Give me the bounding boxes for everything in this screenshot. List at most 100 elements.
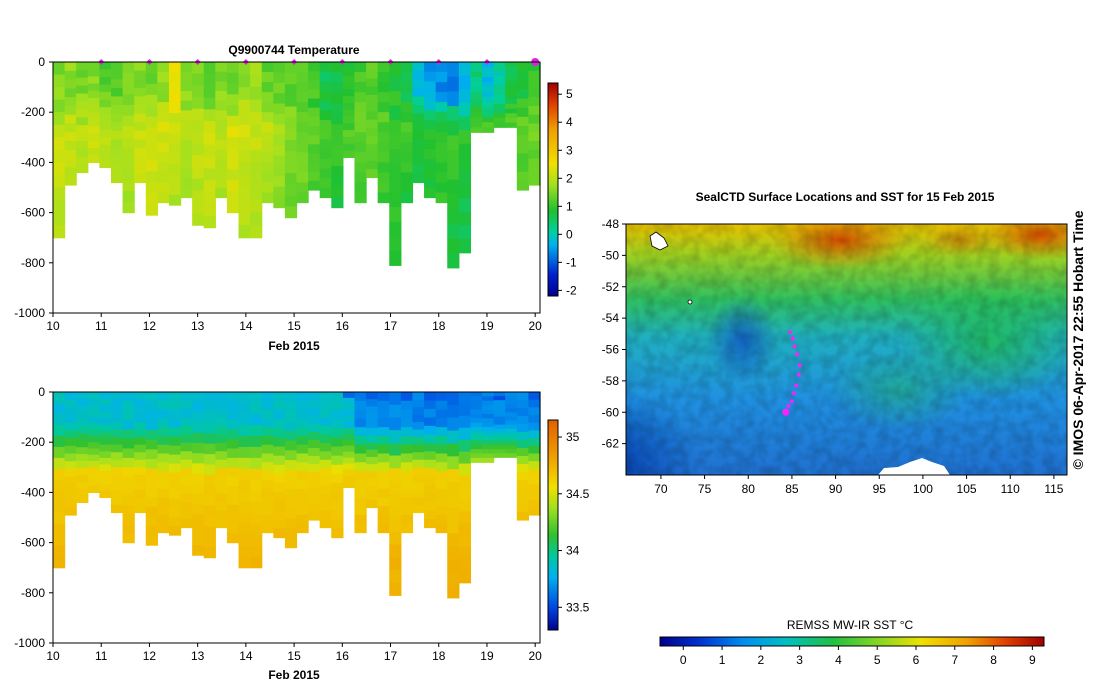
temperature-cell: [493, 85, 506, 91]
salinity-cell: [389, 506, 402, 520]
temperature-cell: [389, 163, 402, 179]
temperature-cell: [412, 165, 425, 175]
salinity-cell: [284, 411, 298, 422]
temperature-cell: [134, 62, 147, 72]
salinity-cell: [250, 545, 263, 558]
salinity-cell: [261, 497, 274, 507]
temperature-cell: [400, 92, 414, 103]
salinity-cell: [284, 469, 298, 481]
temperature-cell: [493, 89, 506, 96]
temperature-cell: [261, 132, 274, 143]
salinity-cell: [424, 459, 437, 469]
salinity-cell: [203, 443, 216, 455]
salinity-cell: [134, 392, 147, 401]
temperature-cell: [203, 215, 216, 229]
salinity-cell: [458, 499, 472, 512]
temperature-cell: [192, 108, 205, 121]
temperature-cell: [493, 94, 506, 100]
salinity-cell: [308, 432, 321, 441]
temperature-cell: [215, 168, 228, 179]
salinity-cell: [331, 492, 344, 502]
sst-colorbar-title: REMSS MW-IR SST °C: [787, 618, 914, 632]
salinity-cell: [203, 505, 216, 517]
salinity-cell: [447, 559, 460, 573]
temperature-cell: [53, 112, 66, 126]
temperature-cell: [203, 156, 216, 170]
temperature-cell: [87, 126, 100, 135]
temperature-cell: [134, 122, 147, 132]
temperature-cell: [493, 103, 506, 110]
temperature-cell: [366, 144, 379, 154]
salinity-cell: [99, 424, 112, 433]
temperature-cell: [134, 130, 147, 141]
salinity-cell: [134, 497, 147, 506]
lat-tick-label: -62: [602, 437, 620, 451]
salinity-cell: [203, 474, 216, 486]
temperature-cell: [319, 187, 332, 199]
salinity-cell: [157, 488, 170, 499]
temperature-cell: [238, 149, 251, 163]
temperature-cell: [226, 137, 240, 149]
salinity-cell: [168, 499, 182, 509]
salinity-cell: [493, 428, 506, 434]
salinity-cell: [99, 477, 112, 485]
temperature-cell: [412, 105, 425, 115]
temperature-cell: [145, 171, 158, 183]
temperature-cell: [400, 62, 414, 73]
salinity-cell: [470, 427, 483, 433]
salinity-cell: [145, 449, 158, 460]
salinity-cell: [99, 484, 112, 492]
temperature-cell: [238, 99, 251, 113]
salinity-cell: [528, 453, 541, 462]
temperature-cell: [458, 184, 472, 199]
temperature-cell: [134, 173, 147, 184]
lon-tick-label: 95: [873, 482, 887, 496]
temperature-cell: [192, 143, 205, 156]
salinity-cell: [134, 452, 147, 461]
salinity-cell: [134, 482, 147, 491]
salinity-cell: [458, 546, 472, 560]
salinity-cell: [331, 410, 344, 420]
temperature-cell: [64, 97, 77, 107]
temperature-cell: [64, 79, 77, 89]
salinity-cell: [528, 430, 541, 439]
salinity-cell: [435, 392, 448, 402]
temperature-cell: [342, 68, 356, 77]
temperature-cell: [296, 112, 309, 123]
salinity-cell: [493, 424, 506, 430]
salinity-cell: [215, 519, 228, 529]
temperature-cell: [424, 71, 437, 82]
temperature-cell: [284, 106, 298, 119]
temperature-cell: [389, 221, 402, 237]
temperature-cell: [180, 139, 193, 150]
salinity-cell: [435, 427, 448, 437]
salinity-cell: [342, 469, 356, 477]
temperature-cell: [296, 122, 309, 133]
salinity-cell: [76, 412, 89, 421]
salinity-cell: [261, 523, 274, 534]
temperature-cell: [366, 152, 379, 162]
y-tick-label: -1000: [14, 636, 45, 650]
temperature-cell: [366, 94, 379, 104]
salinity-cell: [261, 444, 274, 455]
temperature-cell: [226, 62, 240, 74]
salinity-cell: [157, 409, 170, 419]
temperature-cell: [424, 100, 437, 112]
salinity-cell: [168, 481, 182, 491]
temperature-cell: [342, 96, 356, 104]
salinity-cell: [516, 432, 530, 441]
salinity-cell: [87, 423, 100, 431]
temperature-cell: [424, 91, 437, 102]
salinity-cell: [226, 448, 240, 459]
temperature-cell: [157, 62, 170, 73]
salinity-cell: [76, 467, 89, 476]
salinity-cell: [354, 400, 367, 411]
salinity-cell: [87, 473, 100, 481]
salinity-cell: [319, 510, 332, 520]
salinity-cell: [180, 476, 193, 486]
temperature-cell: [493, 99, 506, 105]
temperature-cell: [64, 70, 77, 81]
x-tick-label: 12: [143, 649, 157, 663]
salinity-cell: [134, 407, 147, 416]
salinity-cell: [400, 523, 414, 534]
